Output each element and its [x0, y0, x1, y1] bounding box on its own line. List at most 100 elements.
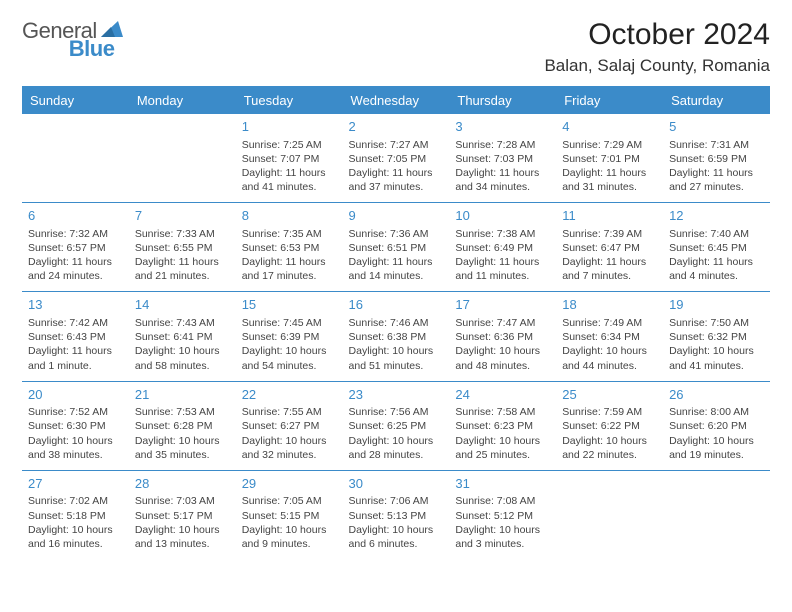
sunset-text: Sunset: 6:22 PM [562, 419, 657, 433]
sunset-text: Sunset: 5:15 PM [242, 509, 337, 523]
day-number: 3 [455, 118, 550, 136]
daylight-text: Daylight: 10 hours and 48 minutes. [455, 344, 550, 372]
sunset-text: Sunset: 6:57 PM [28, 241, 123, 255]
sunrise-text: Sunrise: 7:47 AM [455, 316, 550, 330]
day-number: 12 [669, 207, 764, 225]
day-number: 14 [135, 296, 230, 314]
calendar-day-cell: 10Sunrise: 7:38 AMSunset: 6:49 PMDayligh… [449, 203, 556, 292]
daylight-text: Daylight: 10 hours and 54 minutes. [242, 344, 337, 372]
calendar-week-row: 1Sunrise: 7:25 AMSunset: 7:07 PMDaylight… [22, 114, 770, 203]
calendar-day-cell: 7Sunrise: 7:33 AMSunset: 6:55 PMDaylight… [129, 203, 236, 292]
calendar-day-cell: 24Sunrise: 7:58 AMSunset: 6:23 PMDayligh… [449, 381, 556, 470]
sunrise-text: Sunrise: 7:28 AM [455, 138, 550, 152]
calendar-day-cell: 8Sunrise: 7:35 AMSunset: 6:53 PMDaylight… [236, 203, 343, 292]
daylight-text: Daylight: 10 hours and 44 minutes. [562, 344, 657, 372]
sunrise-text: Sunrise: 7:35 AM [242, 227, 337, 241]
day-number: 6 [28, 207, 123, 225]
day-number: 10 [455, 207, 550, 225]
sunrise-text: Sunrise: 7:36 AM [349, 227, 444, 241]
day-number: 19 [669, 296, 764, 314]
sunset-text: Sunset: 7:01 PM [562, 152, 657, 166]
daylight-text: Daylight: 11 hours and 17 minutes. [242, 255, 337, 283]
day-number: 5 [669, 118, 764, 136]
logo-text-b: Blue [69, 36, 115, 62]
sunrise-text: Sunrise: 7:52 AM [28, 405, 123, 419]
sunset-text: Sunset: 6:28 PM [135, 419, 230, 433]
daylight-text: Daylight: 11 hours and 21 minutes. [135, 255, 230, 283]
day-number: 15 [242, 296, 337, 314]
weekday-header: Wednesday [343, 87, 450, 114]
calendar-week-row: 13Sunrise: 7:42 AMSunset: 6:43 PMDayligh… [22, 292, 770, 381]
day-number: 25 [562, 386, 657, 404]
sunrise-text: Sunrise: 7:56 AM [349, 405, 444, 419]
sunset-text: Sunset: 6:49 PM [455, 241, 550, 255]
day-number: 4 [562, 118, 657, 136]
calendar-day-cell: 11 Sunrise: 7:39 AMSunset: 6:47 PMDayligh… [556, 203, 663, 292]
calendar-day-cell: 25Sunrise: 7:59 AMSunset: 6:22 PMDayligh… [556, 381, 663, 470]
calendar-day-cell: 22Sunrise: 7:55 AMSunset: 6:27 PMDayligh… [236, 381, 343, 470]
calendar-day-cell: 28Sunrise: 7:03 AMSunset: 5:17 PMDayligh… [129, 470, 236, 559]
sunrise-text: Sunrise: 7:55 AM [242, 405, 337, 419]
calendar-day-cell: 9Sunrise: 7:36 AMSunset: 6:51 PMDaylight… [343, 203, 450, 292]
title-block: October 2024 Balan, Salaj County, Romani… [544, 18, 770, 76]
weekday-header: Thursday [449, 87, 556, 114]
sunset-text: Sunset: 6:25 PM [349, 419, 444, 433]
sunrise-text: Sunrise: 7:42 AM [28, 316, 123, 330]
day-number: 28 [135, 475, 230, 493]
sunrise-text: Sunrise: 7:03 AM [135, 494, 230, 508]
sunset-text: Sunset: 6:20 PM [669, 419, 764, 433]
daylight-text: Daylight: 10 hours and 19 minutes. [669, 434, 764, 462]
sunset-text: Sunset: 6:30 PM [28, 419, 123, 433]
calendar-day-cell: 3Sunrise: 7:28 AMSunset: 7:03 PMDaylight… [449, 114, 556, 203]
calendar-day-cell: 14Sunrise: 7:43 AMSunset: 6:41 PMDayligh… [129, 292, 236, 381]
sunrise-text: Sunrise: 7:39 AM [562, 227, 657, 241]
sunrise-text: Sunrise: 7:31 AM [669, 138, 764, 152]
location-text: Balan, Salaj County, Romania [544, 56, 770, 76]
calendar-day-cell: 29Sunrise: 7:05 AMSunset: 5:15 PMDayligh… [236, 470, 343, 559]
sunset-text: Sunset: 7:07 PM [242, 152, 337, 166]
calendar-day-cell [663, 470, 770, 559]
daylight-text: Daylight: 11 hours and 7 minutes. [562, 255, 657, 283]
daylight-text: Daylight: 11 hours and 31 minutes. [562, 166, 657, 194]
calendar-day-cell: 31Sunrise: 7:08 AMSunset: 5:12 PMDayligh… [449, 470, 556, 559]
daylight-text: Daylight: 10 hours and 32 minutes. [242, 434, 337, 462]
calendar-body: 1Sunrise: 7:25 AMSunset: 7:07 PMDaylight… [22, 114, 770, 560]
weekday-header-row: SundayMondayTuesdayWednesdayThursdayFrid… [22, 87, 770, 114]
sunset-text: Sunset: 5:12 PM [455, 509, 550, 523]
calendar-day-cell: 23Sunrise: 7:56 AMSunset: 6:25 PMDayligh… [343, 381, 450, 470]
daylight-text: Daylight: 10 hours and 13 minutes. [135, 523, 230, 551]
sunrise-text: Sunrise: 7:49 AM [562, 316, 657, 330]
daylight-text: Daylight: 11 hours and 27 minutes. [669, 166, 764, 194]
sunrise-text: Sunrise: 7:43 AM [135, 316, 230, 330]
day-number: 11 [562, 207, 657, 225]
logo: General Blue [22, 18, 172, 44]
weekday-header: Monday [129, 87, 236, 114]
day-number: 23 [349, 386, 444, 404]
day-number: 27 [28, 475, 123, 493]
weekday-header: Tuesday [236, 87, 343, 114]
calendar-day-cell [22, 114, 129, 203]
day-number: 7 [135, 207, 230, 225]
daylight-text: Daylight: 10 hours and 3 minutes. [455, 523, 550, 551]
sunrise-text: Sunrise: 8:00 AM [669, 405, 764, 419]
sunrise-text: Sunrise: 7:53 AM [135, 405, 230, 419]
daylight-text: Daylight: 10 hours and 22 minutes. [562, 434, 657, 462]
day-number: 13 [28, 296, 123, 314]
sunrise-text: Sunrise: 7:32 AM [28, 227, 123, 241]
calendar-day-cell [556, 470, 663, 559]
daylight-text: Daylight: 11 hours and 14 minutes. [349, 255, 444, 283]
sunrise-text: Sunrise: 7:05 AM [242, 494, 337, 508]
day-number: 2 [349, 118, 444, 136]
sunset-text: Sunset: 6:23 PM [455, 419, 550, 433]
sunset-text: Sunset: 6:47 PM [562, 241, 657, 255]
day-number: 1 [242, 118, 337, 136]
sunrise-text: Sunrise: 7:59 AM [562, 405, 657, 419]
daylight-text: Daylight: 11 hours and 41 minutes. [242, 166, 337, 194]
header: General Blue October 2024 Balan, Salaj C… [22, 18, 770, 76]
sunset-text: Sunset: 5:17 PM [135, 509, 230, 523]
calendar-day-cell: 20Sunrise: 7:52 AMSunset: 6:30 PMDayligh… [22, 381, 129, 470]
calendar-day-cell: 18Sunrise: 7:49 AMSunset: 6:34 PMDayligh… [556, 292, 663, 381]
sunrise-text: Sunrise: 7:27 AM [349, 138, 444, 152]
day-number: 18 [562, 296, 657, 314]
sunset-text: Sunset: 5:13 PM [349, 509, 444, 523]
